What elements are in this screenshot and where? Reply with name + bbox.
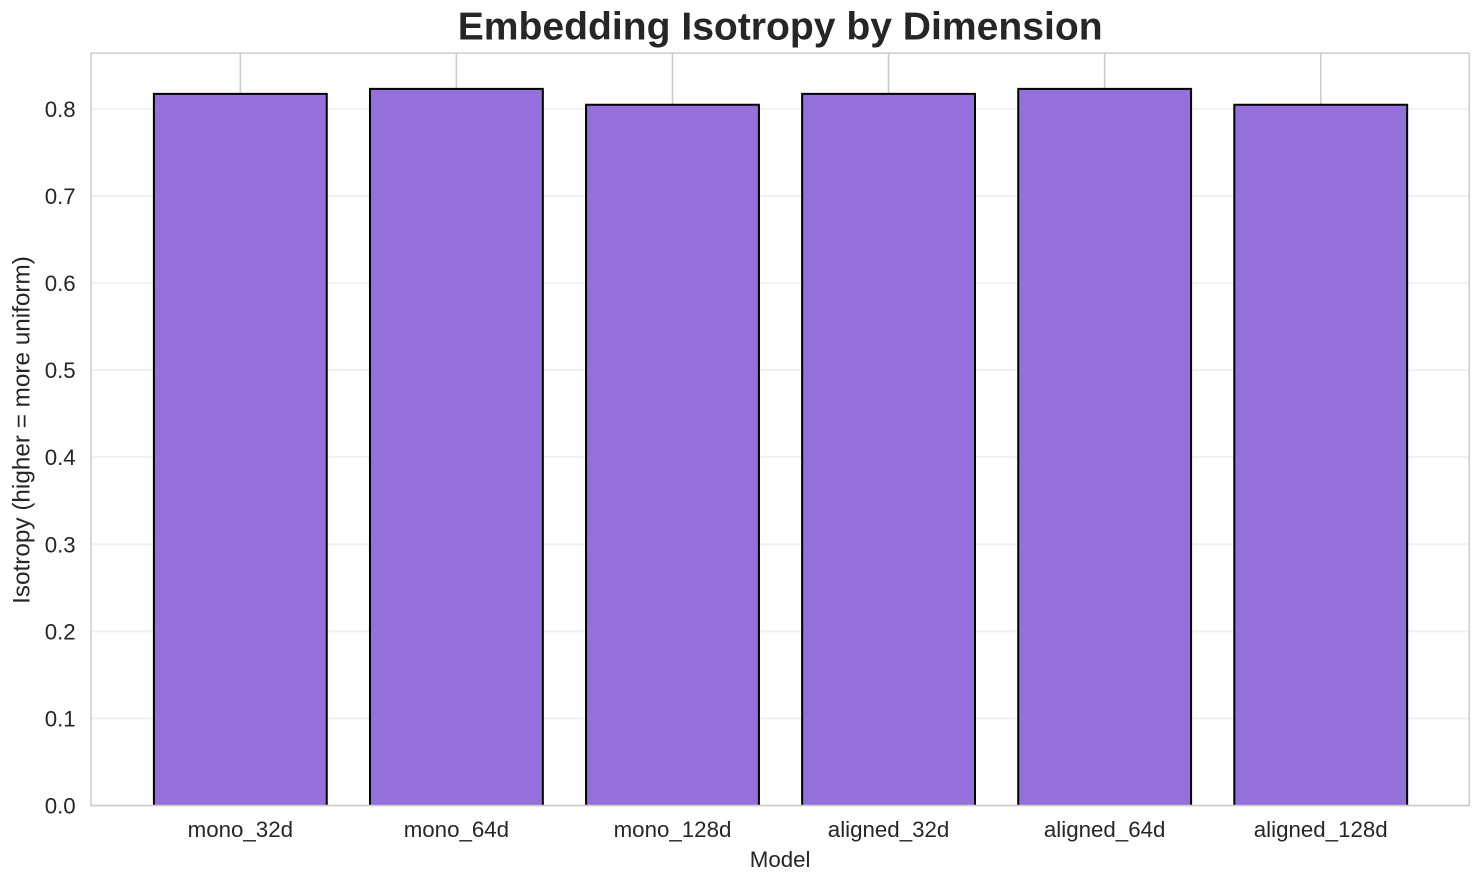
svg-text:0.7: 0.7 <box>45 184 76 209</box>
svg-text:0.6: 0.6 <box>45 271 76 296</box>
svg-text:mono_64d: mono_64d <box>404 817 509 842</box>
svg-text:Model: Model <box>750 847 811 872</box>
svg-text:aligned_128d: aligned_128d <box>1254 817 1388 842</box>
svg-text:0.4: 0.4 <box>45 445 76 470</box>
svg-text:Embedding Isotropy by Dimensio: Embedding Isotropy by Dimension <box>458 6 1103 49</box>
svg-text:0.2: 0.2 <box>45 619 76 644</box>
svg-text:mono_32d: mono_32d <box>188 817 293 842</box>
svg-text:mono_128d: mono_128d <box>614 817 732 842</box>
svg-text:0.3: 0.3 <box>45 532 76 557</box>
svg-text:aligned_64d: aligned_64d <box>1044 817 1166 842</box>
svg-text:aligned_32d: aligned_32d <box>828 817 950 842</box>
svg-text:0.8: 0.8 <box>45 97 76 122</box>
svg-text:0.5: 0.5 <box>45 358 76 383</box>
svg-text:0.1: 0.1 <box>45 706 76 731</box>
svg-text:Isotropy (higher = more unifor: Isotropy (higher = more uniform) <box>9 256 36 604</box>
svg-text:0.0: 0.0 <box>45 794 76 819</box>
